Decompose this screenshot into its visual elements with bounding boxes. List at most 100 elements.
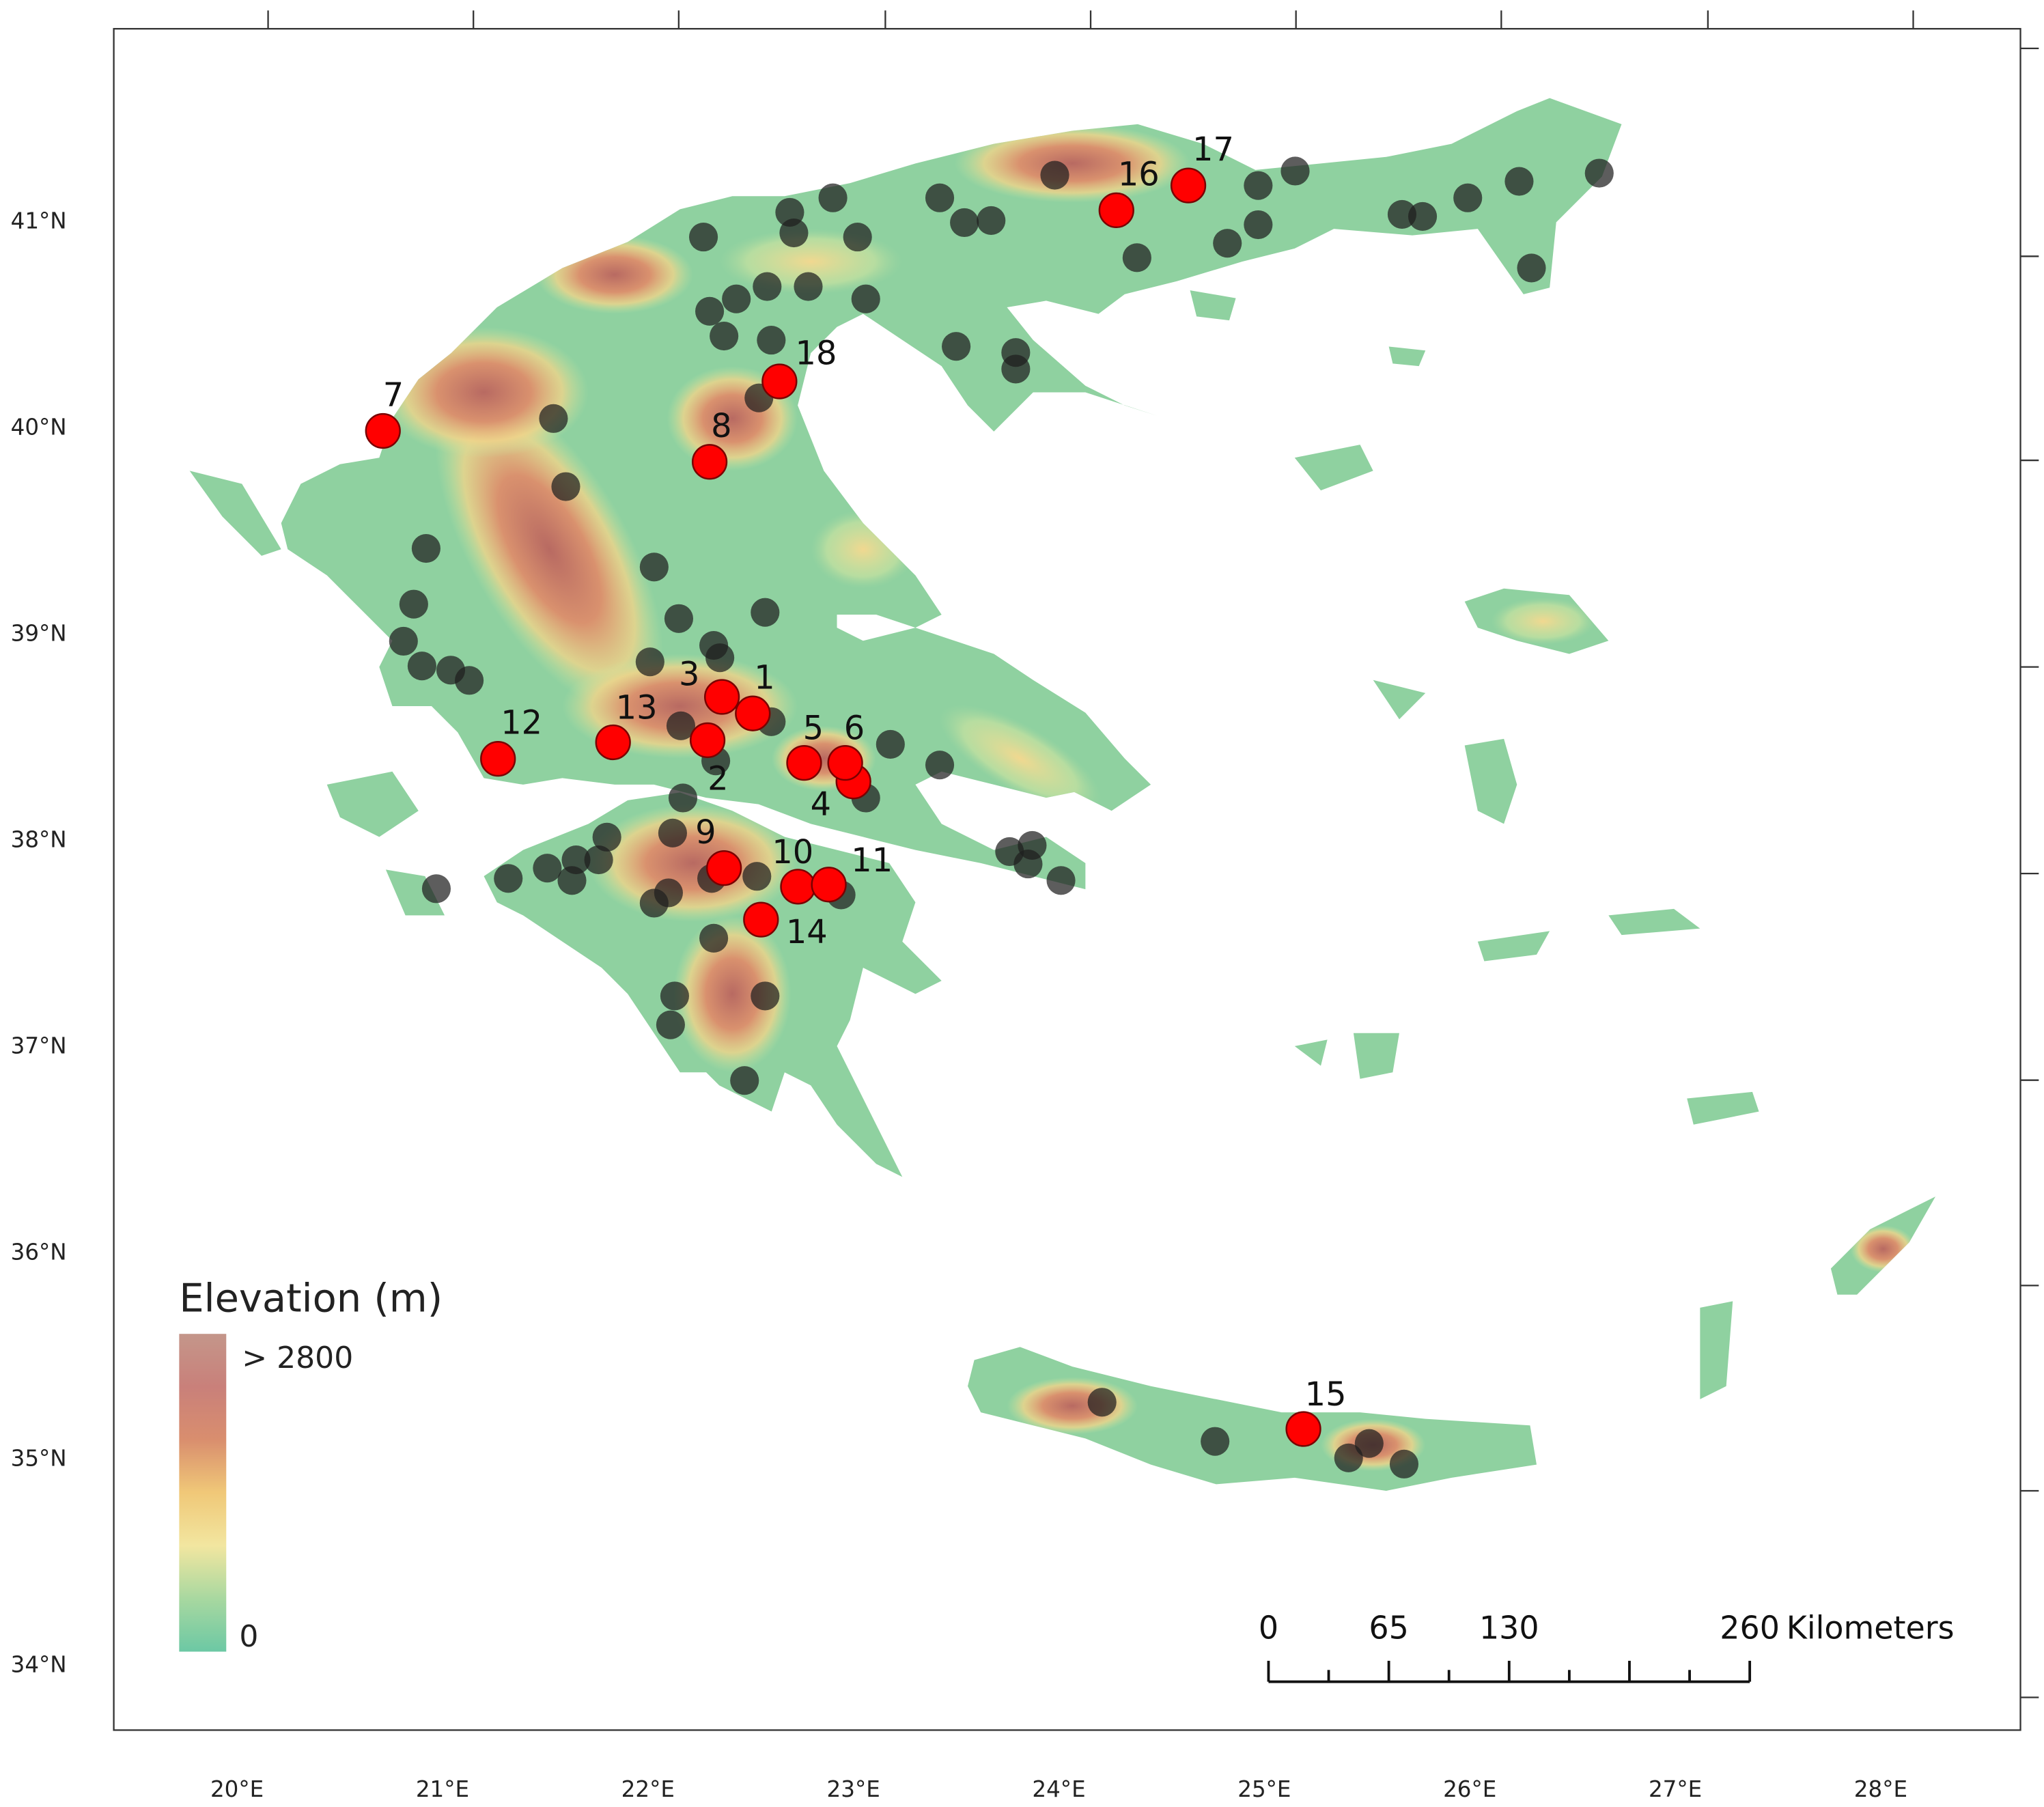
station (730, 1066, 759, 1095)
scale-bar-label: 260 (1720, 1609, 1780, 1646)
station (925, 183, 955, 212)
legend-colorbar (179, 1334, 227, 1652)
station (494, 864, 523, 893)
station (664, 604, 694, 633)
lat-tick-label: 40°N (11, 414, 67, 440)
legend-low-label: 0 (239, 1619, 258, 1654)
site-marker (743, 901, 779, 938)
site-marker (691, 444, 728, 480)
frame-ticks (267, 10, 2039, 1698)
station (1354, 1429, 1384, 1458)
lat-tick-label: 36°N (11, 1239, 67, 1265)
lat-tick-label: 41°N (11, 208, 67, 234)
site-marker (786, 745, 822, 781)
station (533, 854, 562, 883)
legend: Elevation (m) > 2800 0 (179, 1276, 443, 1654)
site-label: 8 (711, 408, 731, 445)
station (1201, 1427, 1230, 1456)
site-label: 10 (772, 834, 813, 871)
station (751, 981, 780, 1011)
station (1334, 1443, 1363, 1472)
station (1122, 243, 1151, 272)
station (688, 223, 718, 252)
site-label: 15 (1305, 1376, 1347, 1414)
station (1280, 156, 1310, 186)
station (1001, 354, 1031, 384)
site-label: 9 (695, 814, 716, 852)
site-marker (827, 745, 863, 781)
station (1046, 866, 1076, 895)
station (639, 552, 669, 582)
station (757, 326, 786, 355)
site-marker (811, 867, 847, 903)
station (1040, 160, 1069, 190)
site-label: 13 (616, 689, 658, 727)
station (411, 534, 440, 563)
station (421, 874, 451, 904)
station (1584, 158, 1614, 188)
station (710, 322, 739, 351)
site-label: 3 (679, 656, 699, 693)
station (668, 783, 698, 813)
station (1408, 201, 1438, 231)
lat-tick-label: 39°N (11, 620, 67, 646)
station (592, 822, 621, 852)
station (539, 404, 568, 433)
station (876, 729, 905, 759)
site-label: 12 (501, 705, 542, 742)
site-marker (780, 869, 816, 905)
station (656, 1010, 685, 1039)
station (977, 206, 1006, 236)
site-marker (1170, 167, 1207, 204)
scale-bar-unit: Kilometers (1787, 1609, 1955, 1646)
lon-tick-label: 28°E (1854, 1776, 1907, 1802)
station (584, 845, 613, 875)
station (551, 472, 580, 501)
station (1244, 171, 1273, 200)
scale-bar-label: 0 (1259, 1609, 1278, 1646)
station (722, 284, 751, 313)
station (407, 652, 436, 681)
lon-tick-label: 21°E (416, 1776, 469, 1802)
lon-tick-label: 26°E (1443, 1776, 1496, 1802)
station (950, 208, 979, 238)
station (753, 272, 782, 301)
station (1213, 229, 1242, 258)
station (1389, 1449, 1419, 1479)
legend-high-label: > 2800 (242, 1341, 353, 1375)
station (1244, 210, 1273, 240)
site-marker (706, 850, 742, 886)
station (818, 183, 848, 212)
station (843, 223, 872, 252)
station (658, 818, 687, 848)
site-label: 16 (1118, 156, 1160, 193)
lat-tick-label: 34°N (11, 1651, 67, 1677)
station (557, 866, 587, 895)
station (666, 711, 696, 740)
station (635, 647, 664, 677)
site-label: 4 (811, 786, 831, 824)
scale-bar-label: 65 (1369, 1609, 1408, 1646)
site-label: 5 (803, 710, 824, 748)
scale-bar-label: 130 (1479, 1609, 1539, 1646)
lat-tick-label: 35°N (11, 1445, 67, 1471)
site-marker (703, 679, 740, 715)
site-label: 7 (383, 377, 404, 415)
station (1517, 253, 1546, 283)
station (389, 626, 418, 656)
site-marker (595, 724, 631, 761)
station (751, 598, 780, 627)
station (794, 272, 823, 301)
lon-tick-label: 24°E (1032, 1776, 1085, 1802)
site-marker (1285, 1411, 1321, 1447)
site-label: 1 (754, 659, 774, 697)
lat-tick-label: 37°N (11, 1033, 67, 1059)
site-label: 14 (786, 914, 828, 951)
lon-tick-label: 22°E (621, 1776, 675, 1802)
legend-title: Elevation (m) (179, 1276, 443, 1321)
site-label: 11 (851, 842, 893, 880)
site-marker (735, 695, 771, 731)
station (925, 751, 955, 780)
site-marker (689, 722, 726, 759)
